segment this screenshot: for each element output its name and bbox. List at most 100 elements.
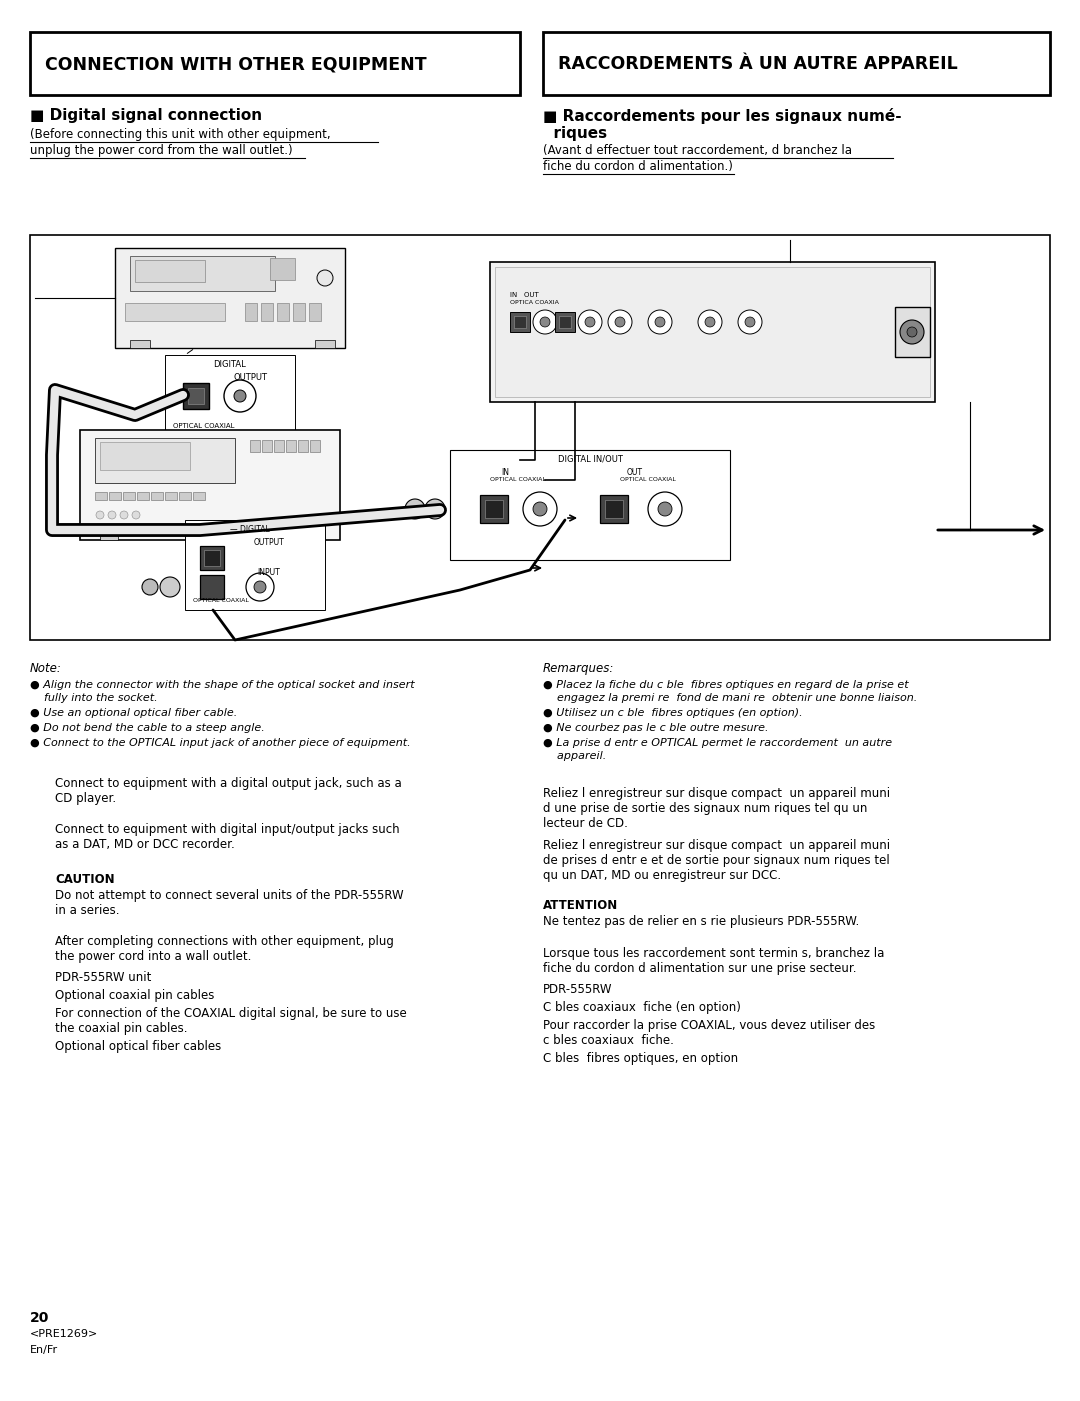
Bar: [130, 256, 275, 291]
Text: <PRE1269>: <PRE1269>: [30, 1330, 98, 1339]
Text: OPTICAL COAXIAL: OPTICAL COAXIAL: [173, 423, 234, 429]
Bar: [310, 440, 320, 453]
Circle shape: [108, 511, 116, 518]
Circle shape: [698, 310, 723, 333]
Text: fully into the socket.: fully into the socket.: [30, 693, 158, 703]
Text: CONNECTION WITH OTHER EQUIPMENT: CONNECTION WITH OTHER EQUIPMENT: [45, 55, 427, 73]
Text: OPTICAL COAXIAL: OPTICAL COAXIAL: [490, 476, 545, 482]
Bar: [895, 307, 930, 357]
Text: OPTICAL COAXIAL: OPTICAL COAXIAL: [193, 598, 248, 602]
Text: ● Placez la fiche du c ble  fibres optiques en regard de la prise et: ● Placez la fiche du c ble fibres optiqu…: [543, 679, 908, 691]
Bar: [130, 340, 150, 347]
Circle shape: [246, 573, 274, 601]
Bar: [100, 441, 190, 469]
Text: INPUT: INPUT: [258, 567, 281, 577]
Text: After completing connections with other equipment, plug
the power cord into a wa: After completing connections with other …: [55, 934, 394, 962]
Circle shape: [96, 511, 104, 518]
Bar: [204, 551, 220, 566]
Circle shape: [907, 326, 917, 338]
Circle shape: [523, 492, 557, 525]
Bar: [315, 340, 335, 347]
Circle shape: [534, 310, 557, 333]
Bar: [80, 430, 340, 539]
Text: (Before connecting this unit with other equipment,: (Before connecting this unit with other …: [30, 127, 330, 142]
Text: Optional coaxial pin cables: Optional coaxial pin cables: [55, 989, 214, 1002]
Bar: [286, 440, 296, 453]
Circle shape: [234, 389, 246, 402]
Text: Connect to equipment with digital input/output jacks such
as a DAT, MD or DCC re: Connect to equipment with digital input/…: [55, 822, 400, 850]
Bar: [193, 492, 205, 500]
Bar: [183, 382, 210, 409]
Text: appareil.: appareil.: [543, 751, 606, 761]
Text: Pour raccorder la prise COAXIAL, vous devez utiliser des
c bles coaxiaux  fiche.: Pour raccorder la prise COAXIAL, vous de…: [543, 1019, 875, 1047]
Bar: [179, 492, 191, 500]
Circle shape: [615, 317, 625, 326]
Bar: [135, 261, 205, 282]
Text: Lorsque tous les raccordement sont termin s, branchez la
fiche du cordon d alime: Lorsque tous les raccordement sont termi…: [543, 947, 885, 975]
Text: ■ Digital signal connection: ■ Digital signal connection: [30, 108, 262, 123]
Bar: [137, 492, 149, 500]
Text: CAUTION: CAUTION: [55, 873, 114, 885]
Bar: [559, 317, 571, 328]
Text: — DIGITAL —: — DIGITAL —: [230, 525, 280, 534]
Circle shape: [254, 581, 266, 593]
Text: ● Use an optional optical fiber cable.: ● Use an optional optical fiber cable.: [30, 708, 238, 717]
Circle shape: [900, 319, 924, 345]
Circle shape: [132, 511, 140, 518]
Bar: [510, 312, 530, 332]
Text: ● Align the connector with the shape of the optical socket and insert: ● Align the connector with the shape of …: [30, 679, 415, 691]
Text: IN: IN: [501, 468, 509, 476]
Bar: [188, 388, 204, 403]
Text: C bles coaxiaux  fiche (en option): C bles coaxiaux fiche (en option): [543, 1000, 741, 1014]
Bar: [514, 317, 526, 328]
Text: OPTICAL COAXIAL: OPTICAL COAXIAL: [620, 476, 676, 482]
Bar: [262, 440, 272, 453]
Text: Optional optical fiber cables: Optional optical fiber cables: [55, 1040, 221, 1054]
Bar: [100, 532, 118, 539]
Bar: [309, 303, 321, 321]
Bar: [125, 303, 225, 321]
Text: OUT: OUT: [627, 468, 643, 476]
Circle shape: [745, 317, 755, 326]
Bar: [298, 440, 308, 453]
Text: fiche du cordon d alimentation.): fiche du cordon d alimentation.): [543, 160, 733, 172]
Bar: [490, 262, 935, 402]
Text: Connect to equipment with a digital output jack, such as a
CD player.: Connect to equipment with a digital outp…: [55, 778, 402, 806]
Bar: [95, 492, 107, 500]
Bar: [261, 303, 273, 321]
Text: PDR-555RW unit: PDR-555RW unit: [55, 971, 151, 984]
Bar: [300, 532, 318, 539]
Bar: [555, 312, 575, 332]
Text: Note:: Note:: [30, 663, 62, 675]
Circle shape: [648, 310, 672, 333]
Bar: [270, 258, 295, 280]
Text: PDR-555RW: PDR-555RW: [543, 984, 612, 996]
Bar: [543, 32, 1050, 95]
Bar: [95, 439, 235, 483]
Circle shape: [224, 380, 256, 412]
Bar: [30, 32, 519, 95]
Text: OUTPUT: OUTPUT: [233, 373, 267, 382]
Text: DIGITAL IN/OUT: DIGITAL IN/OUT: [557, 455, 622, 464]
Text: riques: riques: [543, 126, 607, 142]
Bar: [200, 546, 224, 570]
Text: ● Connect to the OPTICAL input jack of another piece of equipment.: ● Connect to the OPTICAL input jack of a…: [30, 738, 410, 748]
Text: En/Fr: En/Fr: [30, 1345, 58, 1355]
Bar: [165, 492, 177, 500]
Circle shape: [658, 502, 672, 516]
Bar: [485, 500, 503, 518]
Text: DIGITAL: DIGITAL: [214, 360, 246, 368]
Bar: [114, 248, 345, 347]
Bar: [151, 492, 163, 500]
Text: OUTPUT: OUTPUT: [254, 538, 284, 546]
Bar: [293, 303, 305, 321]
Text: ● Do not bend the cable to a steep angle.: ● Do not bend the cable to a steep angle…: [30, 723, 265, 733]
Bar: [249, 440, 260, 453]
Bar: [165, 354, 295, 434]
Text: ● Ne courbez pas le c ble outre mesure.: ● Ne courbez pas le c ble outre mesure.: [543, 723, 769, 733]
Text: unplug the power cord from the wall outlet.): unplug the power cord from the wall outl…: [30, 144, 293, 157]
Circle shape: [705, 317, 715, 326]
Text: engagez la premi re  fond de mani re  obtenir une bonne liaison.: engagez la premi re fond de mani re obte…: [543, 693, 917, 703]
Circle shape: [585, 317, 595, 326]
Circle shape: [160, 577, 180, 597]
